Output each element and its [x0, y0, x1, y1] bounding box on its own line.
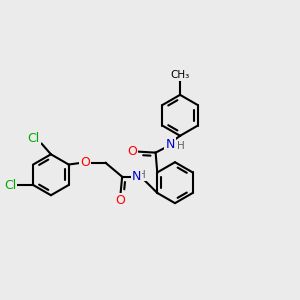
Text: CH₃: CH₃	[170, 70, 190, 80]
Text: N: N	[132, 170, 141, 183]
Text: O: O	[116, 194, 125, 207]
Text: Cl: Cl	[4, 178, 16, 191]
Text: H: H	[138, 170, 146, 180]
Text: O: O	[127, 145, 137, 158]
Text: Cl: Cl	[28, 132, 40, 145]
Text: O: O	[80, 156, 90, 170]
Text: H: H	[177, 141, 184, 151]
Text: N: N	[166, 138, 175, 151]
